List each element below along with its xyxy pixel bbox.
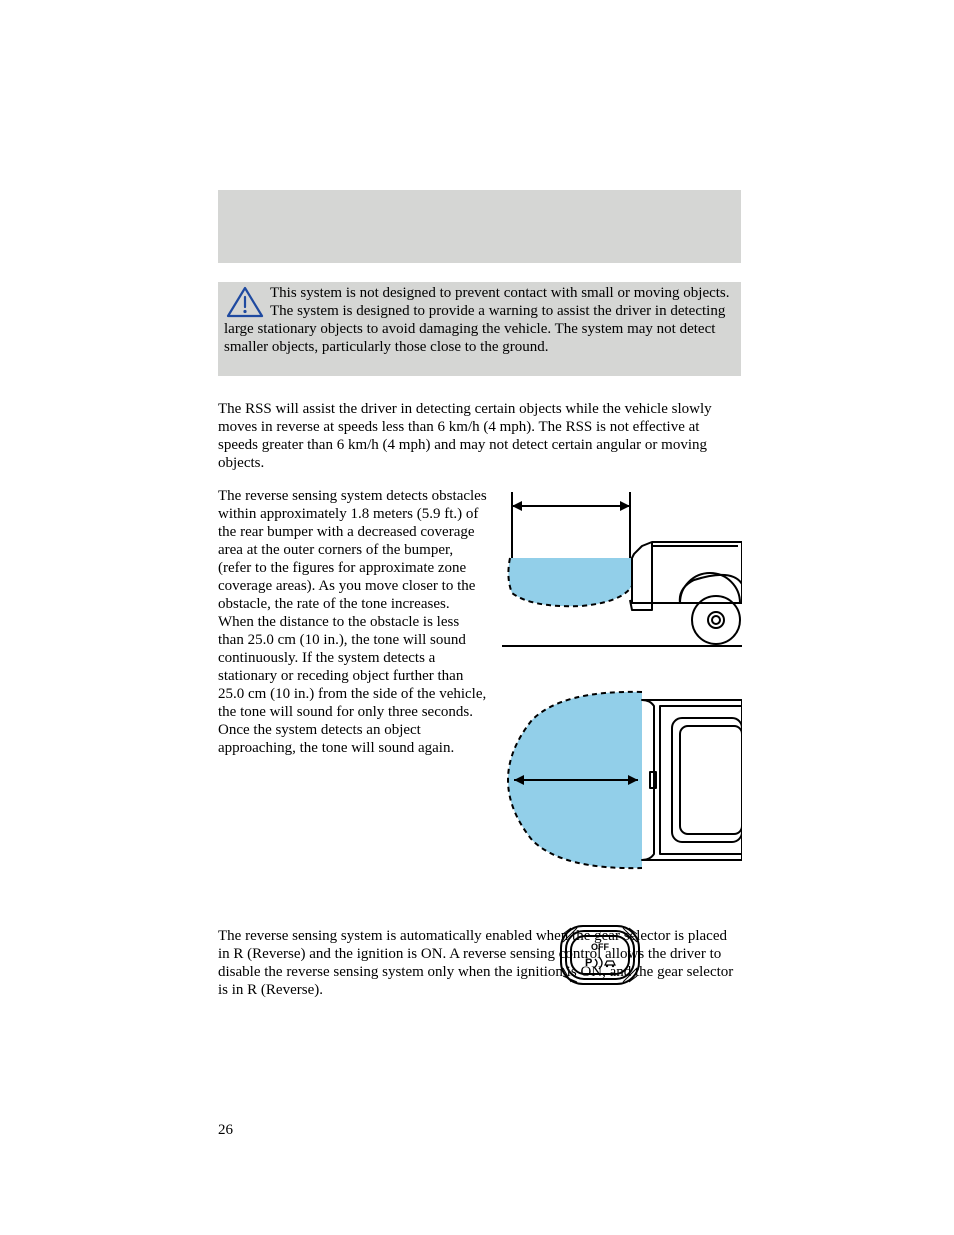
paragraph-rss-enable: The reverse sensing system is automatica…: [218, 927, 741, 999]
manual-page: This system is not designed to prevent c…: [0, 0, 954, 1235]
paragraph-rss-speed: The RSS will assist the driver in detect…: [218, 400, 741, 472]
warning-callout: This system is not designed to prevent c…: [218, 282, 741, 376]
figure-top-view: [502, 680, 742, 880]
warning-triangle-icon: [226, 286, 264, 318]
figure-side-view: [502, 488, 742, 658]
header-band: [218, 190, 741, 263]
warning-text: This system is not designed to prevent c…: [224, 285, 730, 355]
page-number: 26: [218, 1122, 233, 1139]
paragraph-rss-range: The reverse sensing system detects obsta…: [218, 487, 488, 757]
